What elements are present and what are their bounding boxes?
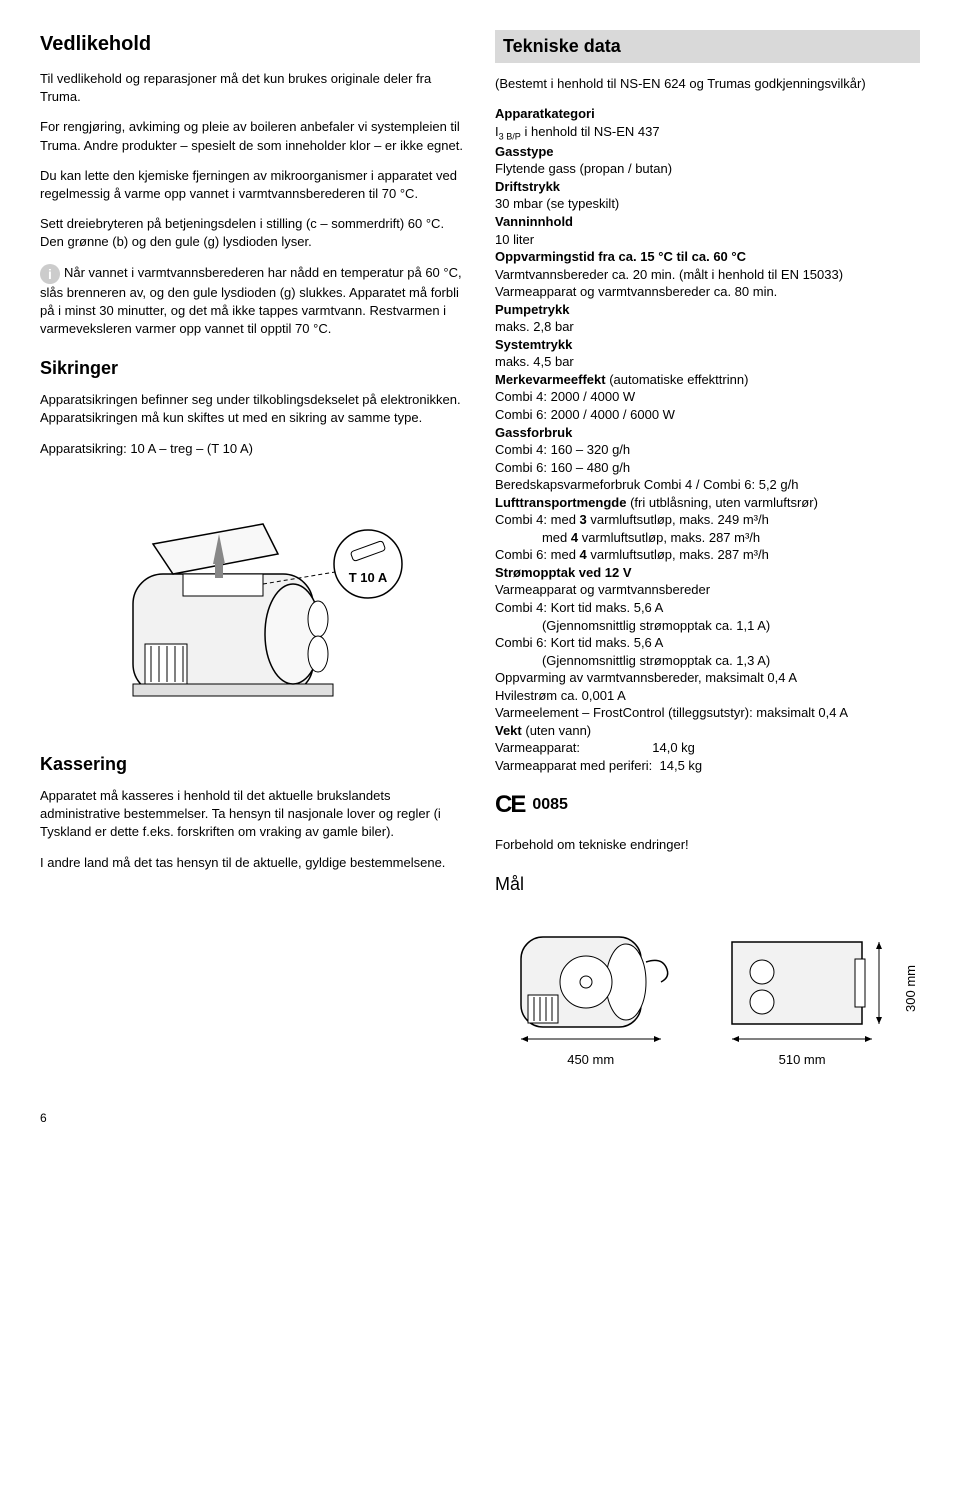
spec-value: (Gjennomsnittlig strømopptak ca. 1,3 A) xyxy=(495,652,920,670)
spec-label: Oppvarmingstid fra ca. 15 °C til ca. 60 … xyxy=(495,249,746,264)
spec-value: Combi 6: 2000 / 4000 / 6000 W xyxy=(495,406,920,424)
ce-row: CE 0085 xyxy=(495,788,920,822)
maintenance-heading: Vedlikehold xyxy=(40,30,465,58)
spec-value: Varmeapparat og varmtvannsbereder xyxy=(495,581,920,599)
spec-value: Combi 4: Kort tid maks. 5,6 A xyxy=(495,599,920,617)
right-column: Tekniske data (Bestemt i henhold til NS-… xyxy=(495,30,920,1070)
spec-value: Combi 6: 160 – 480 g/h xyxy=(495,459,920,477)
fuse-label: T 10 A xyxy=(348,570,387,585)
spec-value: Varmeapparat: 14,0 kg xyxy=(495,739,920,757)
spec-label: Gasstype xyxy=(495,144,554,159)
spec-label: Vanninnhold xyxy=(495,214,573,229)
spec-line: Merkevarmeeffekt (automatiske effekttrin… xyxy=(495,371,920,389)
spec-value: Flytende gass (propan / butan) xyxy=(495,160,920,178)
spec-value: med 4 varmluftsutløp, maks. 287 m³/h xyxy=(495,529,920,547)
info-paragraph: iNår vannet i varmtvannsberederen har nå… xyxy=(40,264,465,339)
paragraph: For rengjøring, avkiming og pleie av boi… xyxy=(40,118,465,154)
spec-block: Apparatkategori I3 B/P i henhold til NS-… xyxy=(495,105,920,774)
spec-value: Beredskapsvarmeforbruk Combi 4 / Combi 6… xyxy=(495,476,920,494)
spec-label: Driftstrykk xyxy=(495,179,560,194)
spec-value: I3 B/P i henhold til NS-EN 437 xyxy=(495,123,920,143)
ce-number: 0085 xyxy=(532,794,568,816)
reserve-note: Forbehold om tekniske endringer! xyxy=(495,836,920,854)
tech-intro: (Bestemt i henhold til NS-EN 624 og Trum… xyxy=(495,75,920,93)
dimensions-figure: 450 mm xyxy=(495,907,920,1069)
spec-value: Combi 6: med 4 varmluftsutløp, maks. 287… xyxy=(495,546,920,564)
spec-value: Combi 4: med 3 varmluftsutløp, maks. 249… xyxy=(495,511,920,529)
spec-value: Oppvarming av varmtvannsbereder, maksima… xyxy=(495,669,920,687)
spec-label: Pumpetrykk xyxy=(495,302,569,317)
spec-value: Varmeapparat med periferi: 14,5 kg xyxy=(495,757,920,775)
dimensions-heading: Mål xyxy=(495,872,920,897)
left-column: Vedlikehold Til vedlikehold og reparasjo… xyxy=(40,30,465,1070)
paragraph: I andre land må det tas hensyn til de ak… xyxy=(40,854,465,872)
dim-width-2: 510 mm xyxy=(706,1051,897,1069)
spec-label: Systemtrykk xyxy=(495,337,572,352)
spec-value: 30 mbar (se typeskilt) xyxy=(495,195,920,213)
spec-line: Lufttransportmengde (fri utblåsning, ute… xyxy=(495,494,920,512)
paragraph: Du kan lette den kjemiske fjerningen av … xyxy=(40,167,465,203)
ce-icon: CE xyxy=(495,788,524,822)
dim-width-1: 450 mm xyxy=(495,1051,686,1069)
spec-value: Combi 6: Kort tid maks. 5,6 A xyxy=(495,634,920,652)
spec-label: Strømopptak ved 12 V xyxy=(495,565,632,580)
paragraph: Apparatsikringen befinner seg under tilk… xyxy=(40,391,465,427)
spec-value: Combi 4: 2000 / 4000 W xyxy=(495,388,920,406)
paragraph: Apparatet må kasseres i henhold til det … xyxy=(40,787,465,842)
paragraph: Til vedlikehold og reparasjoner må det k… xyxy=(40,70,465,106)
spec-label: Apparatkategori xyxy=(495,106,595,121)
spec-value: Varmeapparat og varmtvannsbereder ca. 80… xyxy=(495,283,920,301)
spec-value: Combi 4: 160 – 320 g/h xyxy=(495,441,920,459)
page-number: 6 xyxy=(40,1110,920,1127)
disposal-heading: Kassering xyxy=(40,752,465,777)
dim-height: 300 mm xyxy=(902,965,920,1012)
device-front-view xyxy=(506,917,676,1047)
spec-value: Varmeelement – FrostControl (tilleggsuts… xyxy=(495,704,920,722)
tech-data-heading: Tekniske data xyxy=(495,30,920,63)
spec-line: Vekt (uten vann) xyxy=(495,722,920,740)
spec-value: 10 liter xyxy=(495,231,920,249)
paragraph: Sett dreiebryteren på betjeningsdelen i … xyxy=(40,215,465,251)
spec-value: Varmtvannsbereder ca. 20 min. (målt i he… xyxy=(495,266,920,284)
device-side-view xyxy=(717,917,887,1047)
spec-value: (Gjennomsnittlig strømopptak ca. 1,1 A) xyxy=(495,617,920,635)
device-figure: T 10 A xyxy=(93,474,413,734)
spec-value: maks. 4,5 bar xyxy=(495,353,920,371)
info-icon: i xyxy=(40,264,60,284)
spec-value: maks. 2,8 bar xyxy=(495,318,920,336)
spec-value: Hvilestrøm ca. 0,001 A xyxy=(495,687,920,705)
device-illustration: T 10 A xyxy=(93,474,413,734)
fuses-heading: Sikringer xyxy=(40,356,465,381)
paragraph: Apparatsikring: 10 A – treg – (T 10 A) xyxy=(40,440,465,458)
spec-label: Gassforbruk xyxy=(495,425,572,440)
